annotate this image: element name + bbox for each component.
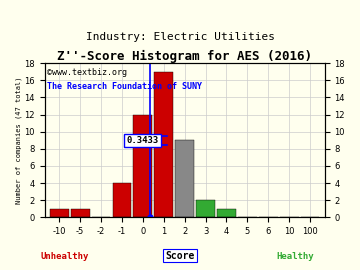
Text: Unhealthy: Unhealthy [41, 252, 89, 261]
Bar [50, 209, 69, 217]
Bar [175, 140, 194, 217]
Bar [134, 114, 152, 217]
Bar [217, 209, 236, 217]
Text: The Research Foundation of SUNY: The Research Foundation of SUNY [48, 82, 202, 91]
Bar [71, 209, 90, 217]
Bar [154, 72, 173, 217]
Title: Z''-Score Histogram for AES (2016): Z''-Score Histogram for AES (2016) [57, 50, 312, 63]
Bar [113, 183, 131, 217]
Text: Healthy: Healthy [276, 252, 314, 261]
Text: ©www.textbiz.org: ©www.textbiz.org [48, 68, 127, 77]
Text: Industry: Electric Utilities: Industry: Electric Utilities [86, 32, 275, 42]
Y-axis label: Number of companies (47 total): Number of companies (47 total) [15, 76, 22, 204]
Text: Score: Score [165, 251, 195, 261]
Text: 0.3433: 0.3433 [127, 136, 159, 145]
Bar [196, 200, 215, 217]
